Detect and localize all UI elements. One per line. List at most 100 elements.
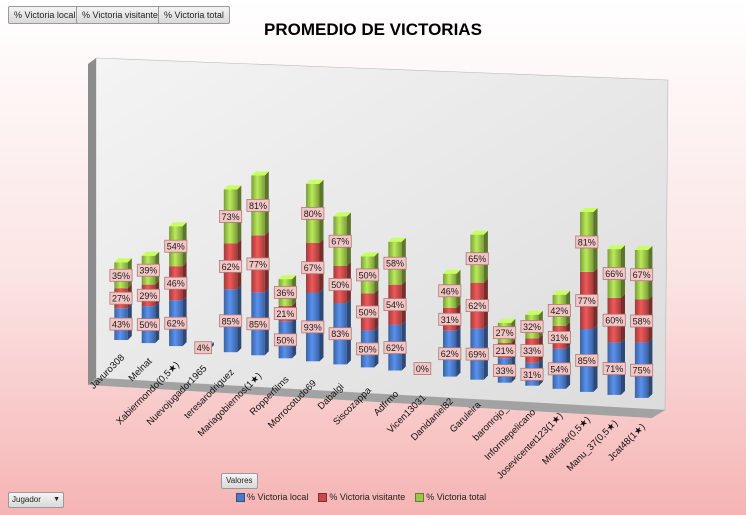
bar-top-cap (580, 208, 598, 212)
svg-text:32%: 32% (523, 322, 541, 332)
data-label-total: 81% (246, 198, 270, 212)
data-label-visitante: 54% (383, 298, 407, 312)
chart-side-wall (88, 58, 96, 385)
svg-text:85%: 85% (222, 316, 240, 326)
data-label-total: 35% (109, 268, 133, 282)
svg-text:75%: 75% (633, 366, 651, 376)
svg-text:33%: 33% (523, 346, 541, 356)
svg-text:62%: 62% (441, 349, 459, 359)
bar-stack[interactable] (580, 208, 598, 392)
data-label-local: 62% (383, 341, 407, 355)
data-label-visitante: 21% (493, 344, 517, 357)
data-label-local: 62% (438, 347, 462, 361)
svg-text:4%: 4% (197, 343, 210, 353)
data-label-local: 54% (547, 362, 571, 376)
svg-text:54%: 54% (167, 242, 185, 252)
svg-text:39%: 39% (139, 266, 157, 276)
svg-text:80%: 80% (304, 209, 322, 219)
data-label-total: 39% (136, 263, 160, 277)
svg-text:43%: 43% (112, 320, 130, 330)
data-label-visitante: 31% (547, 330, 571, 344)
data-label-total: 73% (219, 209, 243, 223)
data-label-total: 81% (575, 235, 599, 249)
data-label-total: 67% (328, 234, 352, 248)
svg-text:50%: 50% (359, 270, 377, 280)
data-label-visitante: 50% (328, 278, 352, 291)
bar-top-cap (114, 258, 132, 263)
bar-top-cap (278, 275, 297, 280)
svg-text:50%: 50% (359, 344, 377, 354)
bar-top-cap (443, 269, 461, 274)
data-label-local: 50% (136, 318, 160, 332)
valores-field-button[interactable]: Valores (221, 473, 258, 489)
svg-text:29%: 29% (139, 291, 157, 301)
svg-text:21%: 21% (496, 346, 514, 356)
svg-text:81%: 81% (249, 201, 267, 211)
data-label-local: 31% (520, 367, 544, 381)
svg-text:60%: 60% (605, 316, 623, 326)
legend-label-visitante: % Victoria visitante (329, 492, 406, 502)
data-label-total: 66% (602, 267, 626, 280)
legend-label-local: % Victoria local (247, 492, 309, 502)
svg-text:71%: 71% (605, 364, 623, 374)
svg-text:58%: 58% (633, 317, 651, 327)
svg-text:50%: 50% (331, 280, 349, 290)
svg-text:85%: 85% (578, 356, 596, 366)
bar-top-cap (525, 310, 543, 315)
bar-top-cap (497, 318, 516, 323)
data-label-local: 50% (356, 342, 380, 356)
legend-swatch-total (415, 492, 425, 502)
data-label-visitante: 31% (438, 312, 462, 326)
legend-swatch-visitante (318, 492, 328, 502)
bar-top-cap (360, 252, 379, 257)
data-label-local: 62% (164, 316, 188, 330)
data-label-local: 75% (630, 363, 654, 377)
svg-text:81%: 81% (578, 238, 596, 248)
svg-text:67%: 67% (331, 237, 349, 247)
data-label-local: 33% (493, 364, 517, 377)
bar-top-cap (470, 230, 488, 235)
legend-swatch-local (236, 492, 245, 502)
legend-item-local: % Victoria local (236, 492, 308, 502)
svg-text:62%: 62% (468, 301, 486, 311)
svg-text:50%: 50% (139, 320, 157, 330)
svg-text:62%: 62% (167, 319, 185, 329)
data-label-local: 85% (219, 314, 243, 328)
svg-text:33%: 33% (496, 366, 514, 376)
svg-text:62%: 62% (386, 343, 404, 353)
data-label-local: 83% (328, 327, 352, 341)
data-label-local: 71% (602, 362, 626, 376)
legend-item-total: % Victoria total (415, 492, 486, 502)
data-label-visitante: 62% (465, 299, 489, 313)
data-label-total: 67% (630, 268, 654, 282)
bar-top-cap (607, 245, 625, 250)
filter-button-victoria-total[interactable]: % Victoria total (158, 6, 230, 24)
data-label-visitante: 67% (301, 261, 325, 275)
data-label-total: 58% (383, 256, 407, 270)
data-label-total: 65% (465, 252, 489, 266)
chart-title: PROMEDIO DE VICTORIAS (264, 20, 482, 39)
chart-legend: % Victoria local % Victoria visitante % … (236, 490, 486, 504)
bar-top-cap (251, 171, 269, 176)
bar-top-cap (388, 237, 406, 242)
data-label-local: 0% (413, 362, 432, 376)
svg-text:27%: 27% (112, 294, 130, 304)
data-label-local: 85% (246, 317, 270, 331)
bar-top-cap (169, 222, 187, 227)
svg-text:35%: 35% (112, 271, 130, 281)
svg-text:54%: 54% (386, 300, 404, 310)
data-label-local: 69% (465, 347, 489, 361)
bar-top-cap (333, 212, 351, 217)
data-label-total: 80% (301, 206, 325, 220)
data-label-local: 4% (194, 341, 213, 355)
svg-text:31%: 31% (523, 370, 541, 380)
svg-text:46%: 46% (167, 279, 185, 289)
chevron-down-icon: ▼ (53, 496, 60, 503)
data-label-total: 54% (164, 239, 188, 253)
svg-text:66%: 66% (605, 269, 623, 279)
bar-top-cap (552, 290, 571, 295)
jugador-field-button[interactable]: Jugador ▼ (8, 492, 64, 508)
chart-floor (88, 378, 665, 418)
